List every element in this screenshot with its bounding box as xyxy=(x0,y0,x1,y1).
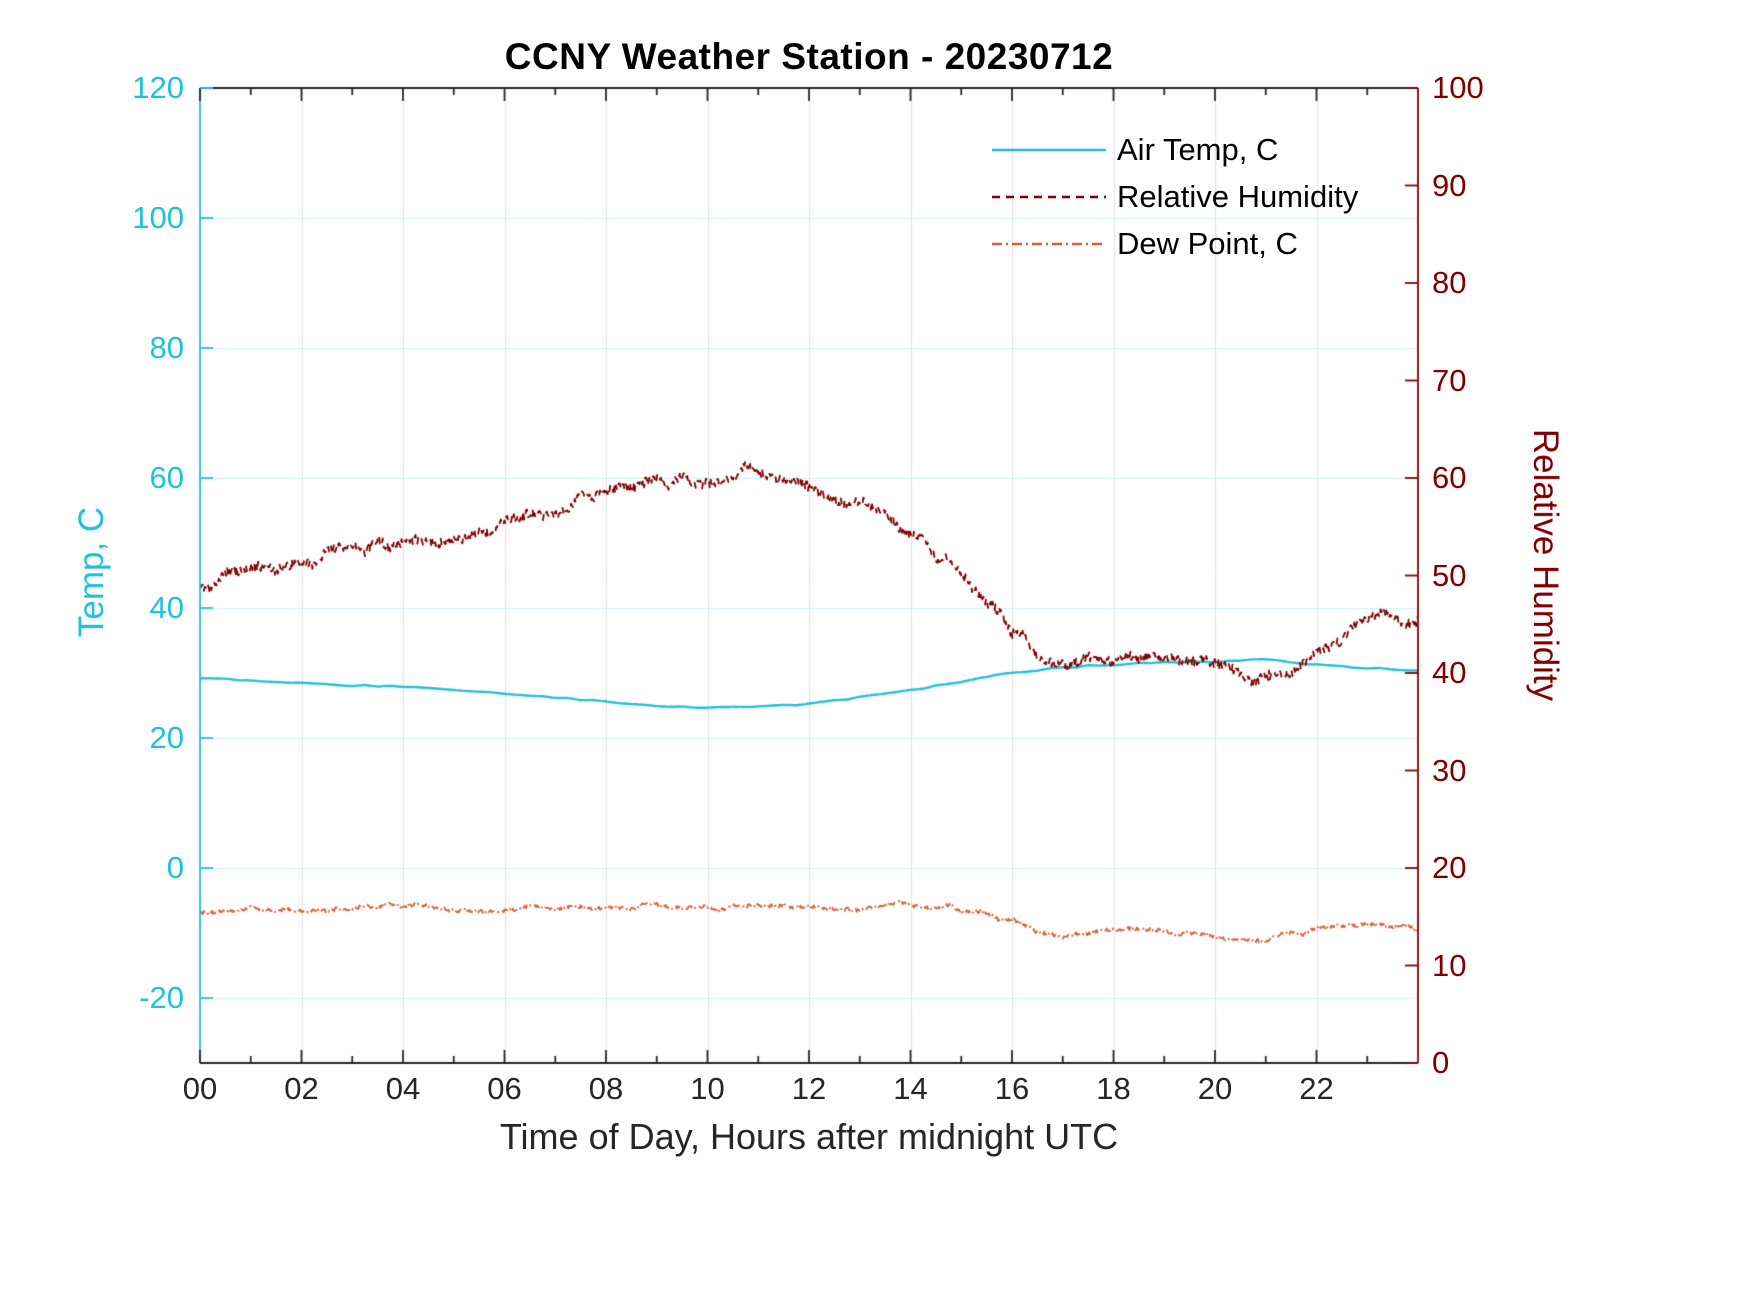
legend-line-dew-point-icon xyxy=(992,242,1106,245)
legend-label-dew-point: Dew Point, C xyxy=(1117,225,1298,261)
legend-item-air-temp: Air Temp, C xyxy=(990,126,1358,173)
legend-line-air-temp-icon xyxy=(992,148,1106,151)
chart-title: CCNY Weather Station - 20230712 xyxy=(504,36,1114,77)
legend-line-relative-humidity-icon xyxy=(992,195,1106,198)
y-axis-right-label: Relative Humidity xyxy=(1526,428,1565,702)
x-axis-label: Time of Day, Hours after midnight UTC xyxy=(499,1116,1119,1157)
legend-label-relative-humidity: Relative Humidity xyxy=(1117,178,1359,214)
legend-item-relative-humidity: Relative Humidity xyxy=(990,173,1358,220)
legend-item-dew-point: Dew Point, C xyxy=(990,220,1358,267)
legend-label-air-temp: Air Temp, C xyxy=(1117,131,1279,167)
legend: Air Temp, C Relative Humidity Dew Point,… xyxy=(990,126,1358,267)
y-axis-left-label: Temp, C xyxy=(72,506,111,638)
